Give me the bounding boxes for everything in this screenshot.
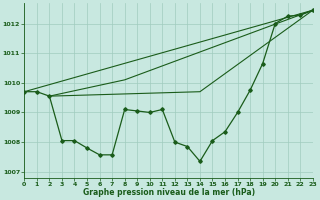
X-axis label: Graphe pression niveau de la mer (hPa): Graphe pression niveau de la mer (hPa) bbox=[83, 188, 255, 197]
